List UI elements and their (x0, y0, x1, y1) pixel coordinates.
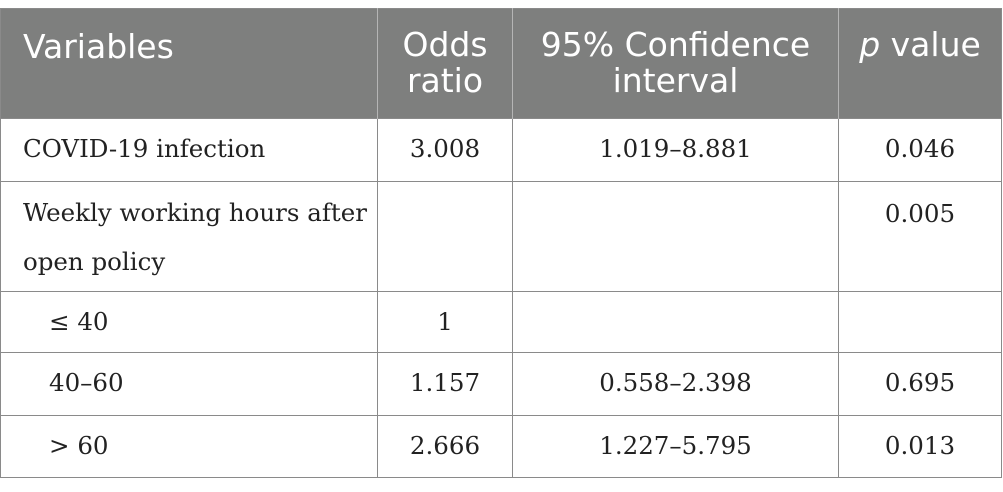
row-label-line2: open policy (23, 247, 166, 276)
odds-ratio-cell: 1.157 (377, 352, 513, 416)
header-ci-line1: 95% Confidence (540, 25, 811, 64)
p-value-cell: 0.695 (838, 352, 1002, 416)
table-row: > 60 2.666 1.227–5.795 0.013 (0, 415, 1002, 478)
odds-ratio-cell: 2.666 (377, 415, 513, 478)
row-label: COVID-19 infection (0, 118, 378, 182)
odds-ratio-cell: 1 (377, 291, 513, 353)
p-value-cell: 0.005 (838, 181, 1002, 292)
row-label: 40–60 (0, 352, 378, 416)
table-row: Weekly working hours after open policy 0… (0, 181, 1002, 292)
p-value-cell: 0.013 (838, 415, 1002, 478)
table-row: COVID-19 infection 3.008 1.019–8.881 0.0… (0, 118, 1002, 182)
table-row: 40–60 1.157 0.558–2.398 0.695 (0, 352, 1002, 416)
table-row: ≤ 40 1 (0, 291, 1002, 353)
header-confidence-interval: 95% Confidence interval (512, 8, 839, 119)
table-header: Variables Odds ratio 95% Confidence inte… (0, 8, 1002, 119)
p-value-cell: 0.046 (838, 118, 1002, 182)
ci-cell: 1.019–8.881 (512, 118, 839, 182)
odds-ratio-table: Variables Odds ratio 95% Confidence inte… (0, 8, 1002, 478)
ci-cell: 0.558–2.398 (512, 352, 839, 416)
header-odds-ratio-line2: ratio (406, 61, 484, 100)
row-label: ≤ 40 (0, 291, 378, 353)
row-label: > 60 (0, 415, 378, 478)
row-label: Weekly working hours after open policy (0, 181, 378, 292)
header-ci-line2: interval (612, 61, 739, 100)
header-p-italic: p (859, 25, 881, 64)
p-value-cell (838, 291, 1002, 353)
odds-ratio-cell (377, 181, 513, 292)
table-body: COVID-19 infection 3.008 1.019–8.881 0.0… (0, 118, 1002, 478)
header-variables-text: Variables (23, 27, 174, 66)
ci-cell (512, 181, 839, 292)
row-label-line1: Weekly working hours after (23, 198, 367, 227)
header-p-value: p value (838, 8, 1002, 119)
header-variables: Variables (0, 8, 378, 119)
header-odds-ratio: Odds ratio (377, 8, 513, 119)
ci-cell (512, 291, 839, 353)
odds-ratio-cell: 3.008 (377, 118, 513, 182)
header-odds-ratio-line1: Odds (402, 25, 488, 64)
header-p-rest: value (880, 25, 981, 64)
header-row: Variables Odds ratio 95% Confidence inte… (0, 8, 1002, 119)
ci-cell: 1.227–5.795 (512, 415, 839, 478)
